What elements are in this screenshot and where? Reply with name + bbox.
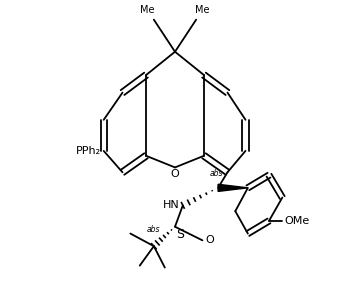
Text: abs: abs — [210, 169, 223, 178]
Text: OMe: OMe — [285, 216, 310, 226]
Text: HN: HN — [163, 200, 180, 210]
Text: S: S — [176, 228, 184, 241]
Text: O: O — [205, 235, 214, 245]
Text: Me: Me — [195, 5, 210, 15]
Text: O: O — [171, 169, 179, 179]
Text: PPh₂: PPh₂ — [76, 146, 101, 156]
Text: abs: abs — [146, 225, 160, 234]
Text: Me: Me — [140, 5, 155, 15]
Polygon shape — [218, 184, 248, 191]
